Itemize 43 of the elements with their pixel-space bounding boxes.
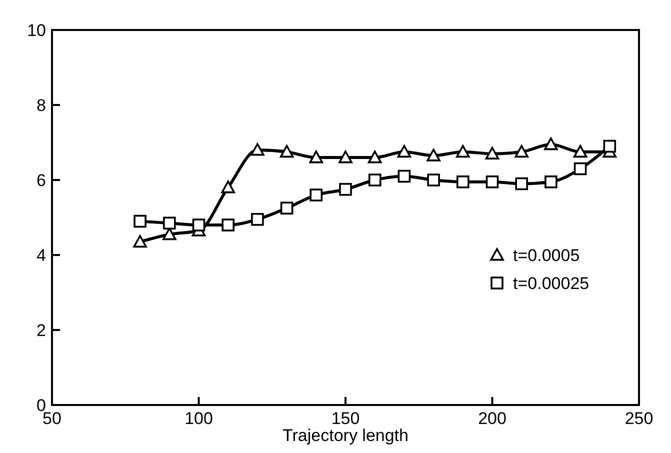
point [163, 216, 176, 230]
point [280, 144, 294, 158]
point [222, 218, 234, 232]
point [574, 162, 587, 176]
point [133, 234, 147, 248]
y-tick-label: 6 [36, 170, 46, 190]
point [456, 144, 470, 158]
y-tick-label: 2 [36, 320, 46, 340]
x-tick-label: 150 [331, 409, 360, 428]
point [280, 202, 294, 215]
point [250, 143, 264, 156]
point [426, 148, 440, 162]
point [398, 170, 411, 183]
point [192, 218, 206, 232]
x-tick-label: 200 [478, 409, 506, 428]
point [456, 175, 470, 188]
point [485, 146, 500, 160]
point [486, 175, 499, 188]
x-tick-label: 250 [624, 409, 654, 428]
legend-label: t=0.0005 [513, 246, 580, 265]
point [221, 180, 235, 194]
point [368, 150, 382, 164]
point [544, 175, 558, 188]
point [397, 144, 412, 158]
point [514, 144, 528, 158]
point [573, 144, 588, 158]
legend-label: t=0.00025 [513, 274, 590, 293]
point [544, 137, 558, 150]
point [339, 182, 352, 196]
y-tick-label: 4 [36, 246, 46, 265]
x-tick-label: 100 [184, 409, 213, 428]
point [338, 150, 352, 164]
point [515, 177, 528, 190]
y-tick-label: 10 [27, 20, 46, 40]
point [310, 188, 323, 202]
point [134, 214, 146, 228]
point [427, 174, 440, 186]
point [251, 212, 264, 226]
y-tick-label: 8 [36, 96, 46, 115]
point [603, 140, 616, 153]
x-axis-title: Trajectory length [282, 426, 408, 445]
point [309, 150, 324, 164]
point [368, 174, 382, 186]
